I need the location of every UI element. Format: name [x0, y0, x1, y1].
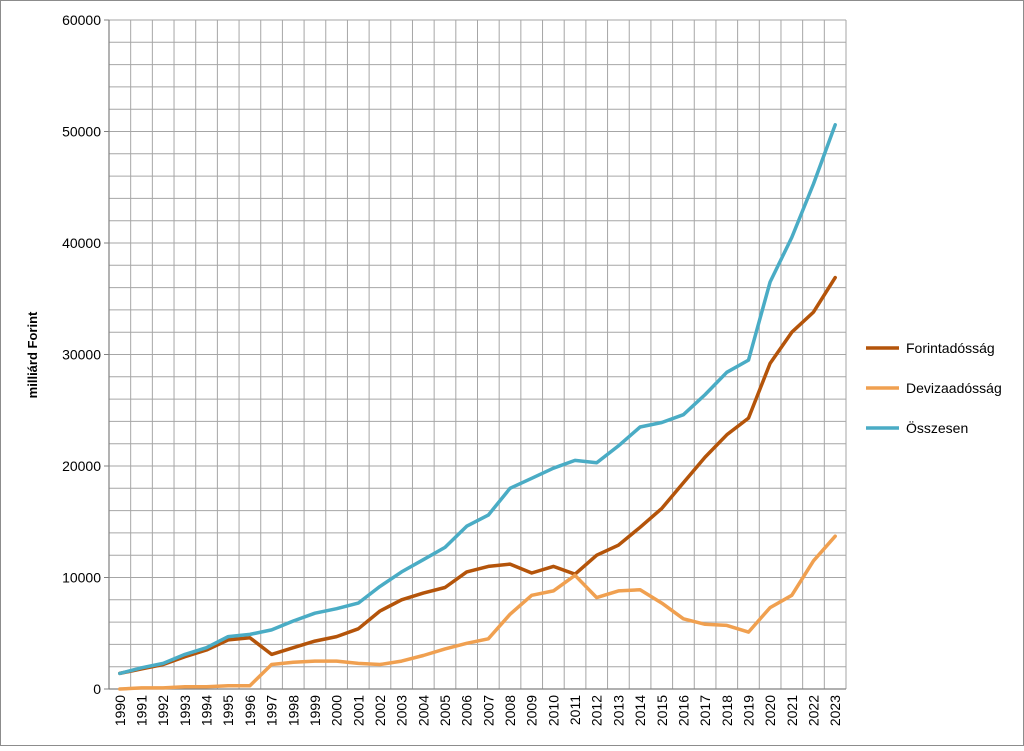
legend: Forintadósság Devizaadósság Összesen: [866, 340, 1002, 436]
x-tick-label: 2002: [372, 695, 388, 726]
x-tick-label: 2000: [329, 695, 345, 726]
x-tick-label: 2014: [632, 695, 648, 726]
legend-label: Forintadósság: [906, 340, 995, 356]
x-tick-label: 1999: [307, 695, 323, 726]
x-tick-label: 1996: [242, 695, 258, 726]
x-tick-label: 2019: [740, 695, 756, 726]
y-tick-label: 20000: [62, 458, 101, 474]
x-axis-ticks: 1990 1991 1992 1993 1994 1995 1996 1997 1998 1999…: [112, 695, 843, 726]
x-tick-label: 2003: [394, 695, 410, 726]
x-tick-label: 1995: [220, 695, 236, 726]
y-axis-label: milliárd Forint: [25, 311, 40, 398]
x-tick-label: 1998: [285, 695, 301, 726]
x-tick-label: 1993: [177, 695, 193, 726]
series-line-Devizaadósság: [118, 534, 837, 691]
x-tick-label: 2013: [610, 695, 626, 726]
series-lines: [118, 123, 837, 691]
series-line-Forintadósság: [118, 275, 837, 676]
x-tick-label: 1992: [155, 695, 171, 726]
legend-label: Összesen: [906, 419, 968, 436]
x-tick-label: 2010: [545, 695, 561, 726]
y-tick-label: 0: [93, 681, 101, 697]
x-tick-label: 1991: [134, 695, 150, 726]
x-tick-label: 2012: [589, 695, 605, 726]
x-tick-label: 2011: [567, 695, 583, 725]
x-tick-label: 2018: [719, 695, 735, 726]
x-tick-label: 2004: [415, 695, 431, 726]
y-axis-ticks: 0 10000 20000 30000 40000 50000 60000: [62, 12, 109, 697]
x-tick-label: 2020: [762, 695, 778, 726]
x-tick-label: 2021: [784, 695, 800, 726]
x-tick-label: 2008: [502, 695, 518, 726]
x-tick-label: 2005: [437, 695, 453, 726]
y-tick-label: 50000: [62, 124, 101, 140]
x-tick-label: 2015: [654, 695, 670, 726]
series-line-Összesen: [118, 123, 837, 676]
x-tick-label: 2006: [459, 695, 475, 726]
x-tick-label: 2009: [524, 695, 540, 726]
y-tick-label: 40000: [62, 235, 101, 251]
y-tick-label: 60000: [62, 12, 101, 28]
x-tick-label: 1997: [264, 695, 280, 726]
x-tick-label: 2001: [350, 695, 366, 726]
x-tick-label: 2007: [480, 695, 496, 726]
legend-label: Devizaadósság: [906, 380, 1002, 396]
x-tick-label: 1994: [199, 695, 215, 726]
grid-lines: [108, 19, 847, 690]
y-tick-label: 10000: [62, 570, 101, 586]
x-tick-label: 2023: [827, 695, 843, 726]
x-tick-label: 2022: [805, 695, 821, 726]
x-tick-label: 1990: [112, 695, 128, 726]
y-tick-label: 30000: [62, 347, 101, 363]
x-tick-label: 2017: [697, 695, 713, 726]
x-tick-label: 2016: [675, 695, 691, 726]
